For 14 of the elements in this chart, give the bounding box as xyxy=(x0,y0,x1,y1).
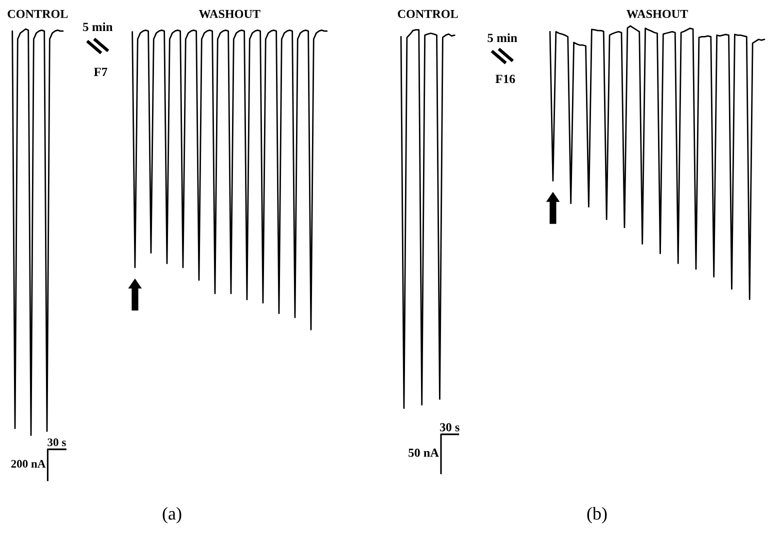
annotation: 5 min xyxy=(488,33,518,42)
text: 30 s xyxy=(48,438,66,446)
series-label: WASHOUT xyxy=(198,10,260,18)
series-label: CONTROL xyxy=(8,10,68,18)
x-axis-title: (b) xyxy=(587,507,607,524)
x-axis-title: (a) xyxy=(162,507,182,524)
text: 200 nA xyxy=(11,460,46,468)
text: 50 nA xyxy=(408,448,439,457)
annotation: F7 xyxy=(94,68,108,76)
series-label: CONTROL xyxy=(398,10,458,18)
series-label: WASHOUT xyxy=(626,10,688,18)
text: 30 s xyxy=(440,423,460,432)
annotation: 5 min xyxy=(83,22,113,32)
annotation: F16 xyxy=(495,74,515,84)
